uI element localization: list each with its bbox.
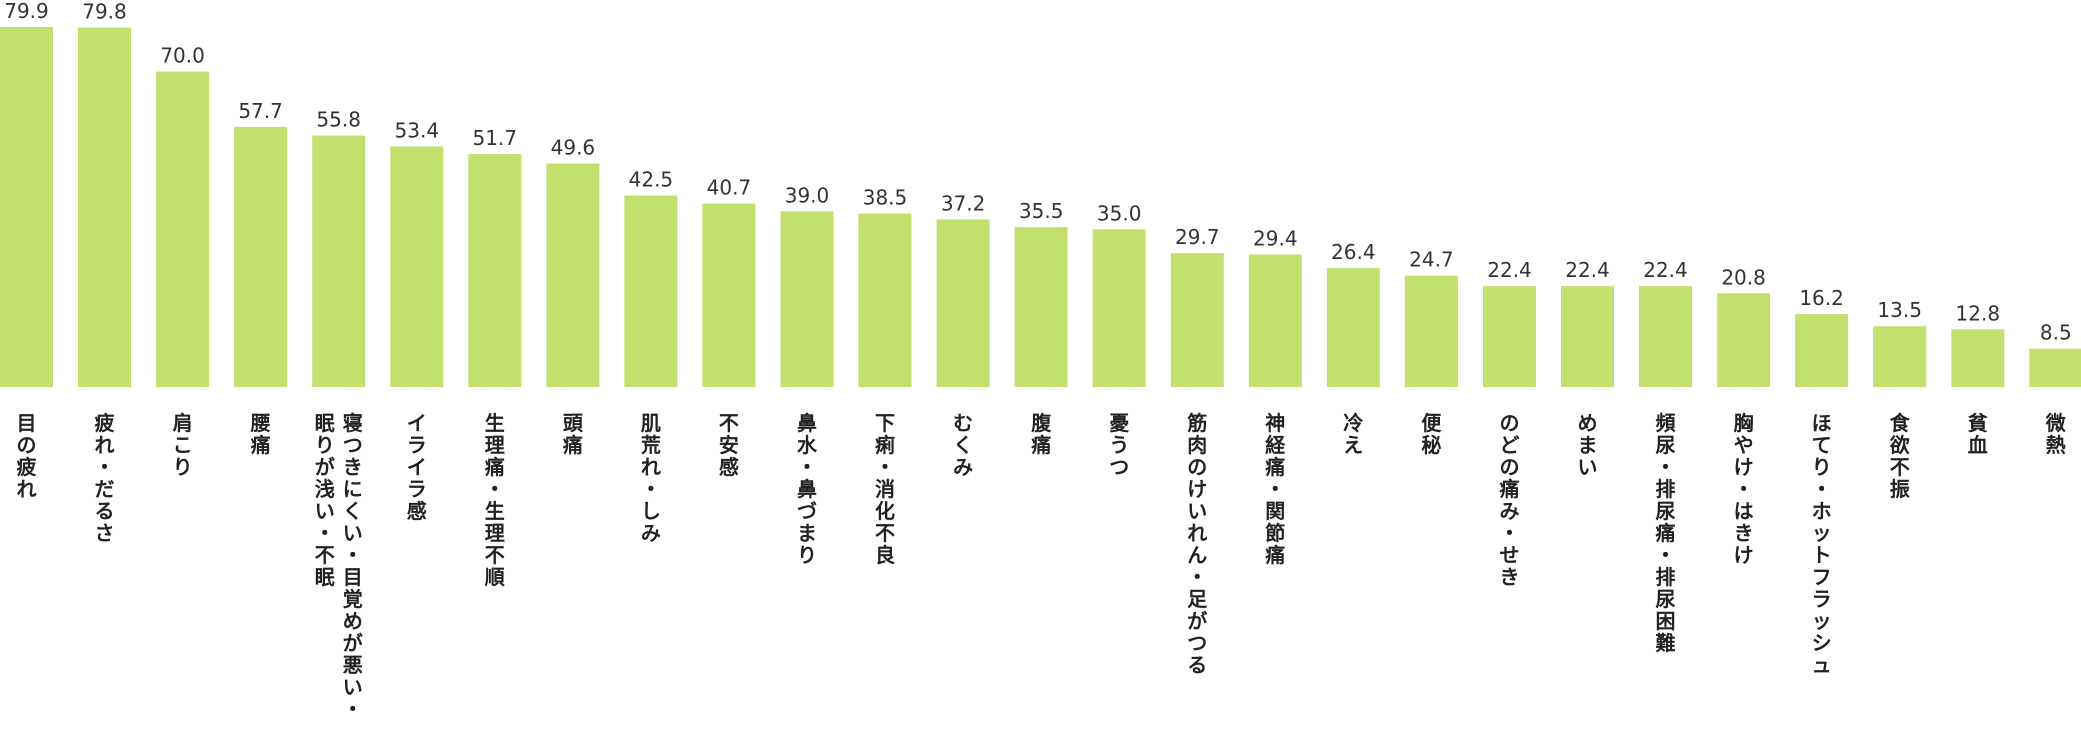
category-label: 貧血 [1968,411,1988,457]
bar [156,71,210,387]
category-label: 不安感 [719,411,739,479]
data-label: 49.6 [551,136,596,160]
bar [1561,286,1614,387]
bar [468,154,522,387]
category-label: 筋肉のけいれん・足がつる [1187,411,1208,677]
bar [624,195,678,387]
bar [1326,268,1380,387]
category-label: 寝つきにくい・目覚めが悪い・ [343,411,363,721]
bar [390,146,444,387]
data-label: 38.5 [863,186,908,210]
bar [702,203,756,387]
data-label: 16.2 [1799,286,1844,310]
category-label: 憂うつ [1109,411,1129,479]
category-label: 冷え [1343,411,1363,457]
bar [1014,227,1068,387]
bar [312,135,366,387]
data-label: 12.8 [1956,301,2001,325]
bar [78,27,131,387]
bar [1092,229,1146,387]
category-label: 微熱 [2045,411,2066,457]
bar [936,219,990,387]
category-label: むくみ [953,411,973,479]
data-label: 39.0 [785,183,830,207]
bar [2029,348,2081,387]
category-label: 便秘 [1421,411,1442,457]
bar [1404,275,1458,387]
data-label: 22.4 [1643,258,1688,282]
bar [234,127,288,387]
category-label: 食欲不振 [1889,411,1911,501]
data-label: 22.4 [1565,258,1610,282]
category-label: 目の疲れ [17,411,37,501]
category-label: 下痢・消化不良 [875,411,895,567]
data-label: 53.4 [395,118,440,142]
data-label: 26.4 [1331,240,1376,264]
category-label: めまい [1578,411,1598,479]
category-label: イライラ感 [407,411,427,523]
bar [1951,329,2005,387]
bar [780,211,834,387]
data-label: 55.8 [316,108,361,132]
bar [1248,254,1302,387]
category-label: のどの痛み・せき [1500,411,1520,589]
data-label: 57.7 [238,99,283,123]
category-label: 眠りが浅い・不眠 [315,411,335,589]
bar [1873,326,1927,387]
data-label: 29.4 [1253,227,1298,251]
bar [1717,293,1771,387]
bar [0,27,53,387]
data-label: 35.5 [1019,199,1064,223]
category-label: 肩こり [173,411,193,479]
data-label: 42.5 [629,168,674,192]
data-label: 24.7 [1409,248,1454,272]
data-label: 79.8 [82,0,127,24]
data-label: 13.5 [1877,298,1922,322]
category-label: 鼻水・鼻づまり [797,411,818,567]
category-label: 神経痛・関節痛 [1265,411,1286,567]
data-label: 20.8 [1721,265,1766,289]
bar [1170,253,1224,387]
category-label: 生理痛・生理不順 [485,411,506,589]
bar [858,213,912,387]
data-label: 35.0 [1097,201,1142,225]
data-label: 70.0 [160,44,205,68]
category-label: 疲れ・だるさ [95,411,115,545]
data-label: 79.9 [4,0,49,23]
data-label: 8.5 [2040,321,2072,345]
data-label: 29.7 [1175,225,1220,249]
category-label: 肌荒れ・しみ [641,411,661,545]
data-label: 51.7 [473,126,518,150]
category-label: ほてり・ホットフラッシュ [1812,411,1832,677]
bar [1483,286,1536,387]
bar [1795,314,1849,387]
bar [546,163,600,387]
bar [1639,286,1692,387]
data-label: 37.2 [941,191,986,215]
category-label: 頭痛 [563,411,584,457]
data-label: 22.4 [1487,258,1532,282]
category-label: 腹痛 [1031,411,1052,457]
data-label: 40.7 [707,176,752,200]
category-label: 頻尿・排尿痛・排尿困難 [1656,411,1676,655]
category-label: 腰痛 [250,411,271,457]
category-label: 胸やけ・はきけ [1734,411,1754,567]
